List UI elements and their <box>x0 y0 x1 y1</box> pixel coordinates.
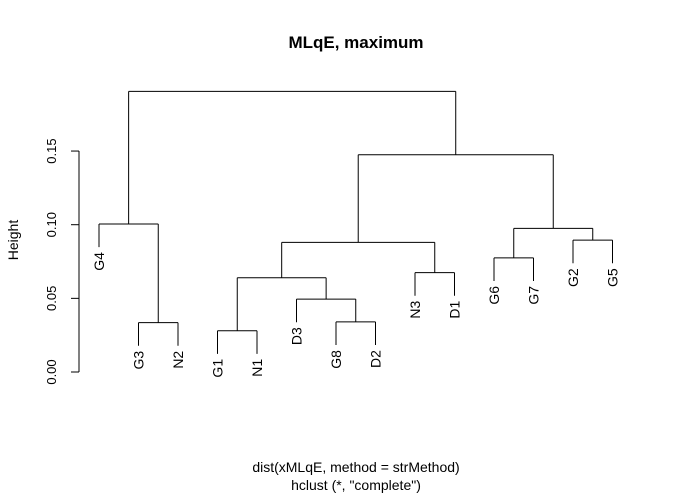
y-tick-label: 0.10 <box>44 212 59 237</box>
x-axis-label-line-2: hclust (*, "complete") <box>291 477 421 493</box>
leaf-label: G1 <box>210 359 226 378</box>
leaf-label: N3 <box>407 300 423 318</box>
leaf-label: G7 <box>526 286 542 305</box>
leaf-labels: G4 G3 N2 G1 N1 D3 G8 D2 N3 D1 G6 G7 G2 G5 <box>91 252 621 378</box>
leaf-label: N2 <box>170 351 186 369</box>
leaf-label: D3 <box>289 327 305 345</box>
leaf-label: G4 <box>91 252 107 271</box>
leaf-label: G2 <box>565 268 581 287</box>
chart-title: MLqE, maximum <box>288 33 423 52</box>
leaf-label: G8 <box>328 350 344 369</box>
leaf-label: D2 <box>368 350 384 368</box>
leaf-label: D1 <box>447 300 463 318</box>
y-axis-label: Height <box>5 220 21 261</box>
leaf-label: N1 <box>249 359 265 377</box>
y-tick-label: 0.05 <box>44 286 59 311</box>
leaf-label: G5 <box>605 268 621 287</box>
x-axis-label-line-1: dist(xMLqE, method = strMethod) <box>252 459 459 475</box>
y-tick-label: 0.15 <box>44 138 59 163</box>
y-axis: 0.00 0.05 0.10 0.15 <box>44 138 80 385</box>
leaf-label: G6 <box>486 286 502 305</box>
dendrogram-tree <box>98 90 613 354</box>
leaf-label: G3 <box>131 351 147 370</box>
y-tick-label: 0.00 <box>44 359 59 384</box>
